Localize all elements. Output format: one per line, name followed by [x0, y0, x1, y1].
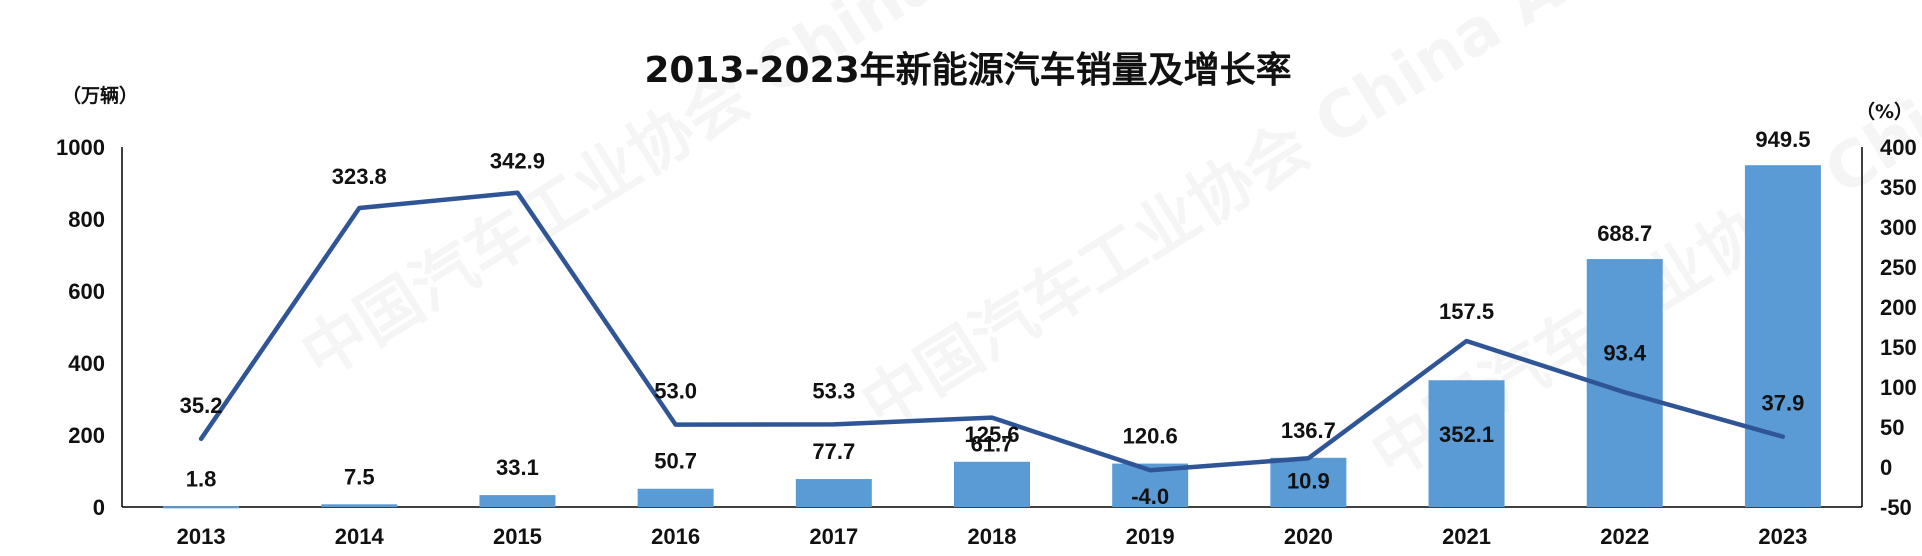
line-label-2018: 61.7 — [971, 432, 1014, 457]
left-tick-label: 0 — [93, 495, 105, 520]
left-tick-label: 200 — [68, 423, 105, 448]
x-tick-2022: 2022 — [1600, 524, 1649, 549]
line-label-2017: 53.3 — [812, 378, 855, 403]
bar-2015 — [479, 495, 556, 507]
left-tick-label: 1000 — [56, 135, 105, 160]
bar-label-2013: 1.8 — [186, 466, 217, 491]
left-tick-label: 800 — [68, 207, 105, 232]
bar-label-2022: 688.7 — [1597, 221, 1652, 246]
x-tick-2017: 2017 — [809, 524, 858, 549]
bar-2023 — [1744, 165, 1821, 507]
x-tick-2023: 2023 — [1758, 524, 1807, 549]
left-axis-unit: （万辆） — [62, 84, 138, 107]
right-tick-label: 100 — [1880, 375, 1917, 400]
right-axis-ticks: -50 0 50 100 150 200 250 300 350 400 — [1880, 135, 1917, 520]
right-tick-label: -50 — [1880, 495, 1912, 520]
bar-2017 — [795, 479, 872, 507]
x-tick-2021: 2021 — [1442, 524, 1491, 549]
left-axis-ticks: 0 200 400 600 800 1000 — [56, 135, 105, 520]
bar-label-2019: 120.6 — [1123, 424, 1178, 449]
x-tick-2020: 2020 — [1284, 524, 1333, 549]
bar-2018 — [954, 461, 1030, 507]
line-data-labels: 35.2 323.8 342.9 53.0 53.3 61.7 -4.0 10.9 157.5 9… — [180, 149, 1805, 510]
line-label-2015: 342.9 — [490, 149, 545, 174]
bar-2013 — [163, 506, 240, 509]
line-label-2021: 157.5 — [1439, 299, 1494, 324]
x-tick-2018: 2018 — [968, 524, 1017, 549]
bar-label-2018: 125.6 — [964, 422, 1019, 447]
left-tick-label: 400 — [68, 351, 105, 376]
line-label-2016: 53.0 — [654, 379, 697, 404]
right-tick-label: 300 — [1880, 215, 1917, 240]
x-axis-ticks: 2013 2014 2015 2016 2017 2018 2019 2020 2021 2022… — [177, 524, 1808, 549]
bar-label-2023: 949.5 — [1755, 127, 1810, 152]
right-tick-label: 200 — [1880, 295, 1917, 320]
bar-2020 — [1270, 457, 1347, 507]
line-label-2014: 323.8 — [332, 164, 387, 189]
bar-label-2021: 352.1 — [1439, 422, 1494, 447]
bar-data-labels: 1.8 7.5 33.1 50.7 77.7 125.6 120.6 136.7 352.1 68… — [186, 127, 1811, 491]
line-label-2019: -4.0 — [1131, 484, 1169, 509]
right-tick-label: 0 — [1880, 455, 1892, 480]
line-series — [198, 190, 1786, 473]
right-tick-label: 350 — [1880, 175, 1917, 200]
right-tick-label: 150 — [1880, 335, 1917, 360]
right-tick-label: 250 — [1880, 255, 1917, 280]
x-tick-2015: 2015 — [493, 524, 542, 549]
line-label-2022: 93.4 — [1603, 340, 1647, 365]
x-tick-2016: 2016 — [651, 524, 700, 549]
bar-label-2020: 136.7 — [1281, 418, 1336, 443]
bar-label-2016: 50.7 — [654, 449, 697, 474]
x-tick-2013: 2013 — [177, 524, 226, 549]
bar-label-2017: 77.7 — [812, 439, 855, 464]
line-label-2020: 10.9 — [1287, 468, 1330, 493]
right-tick-label: 50 — [1880, 415, 1904, 440]
right-axis-unit: （%） — [1856, 100, 1913, 123]
bar-label-2015: 33.1 — [496, 455, 539, 480]
line-label-2013: 35.2 — [180, 393, 223, 418]
bar-2016 — [637, 488, 714, 507]
x-tick-2019: 2019 — [1126, 524, 1175, 549]
bar-2014 — [321, 504, 398, 507]
bar-label-2014: 7.5 — [344, 464, 375, 489]
chart-title: 2013-2023年新能源汽车销量及增长率 — [644, 50, 1291, 91]
left-tick-label: 600 — [68, 279, 105, 304]
right-tick-label: 400 — [1880, 135, 1917, 160]
line-label-2023: 37.9 — [1761, 391, 1804, 416]
bar-2021 — [1428, 380, 1505, 507]
x-tick-2014: 2014 — [335, 524, 385, 549]
